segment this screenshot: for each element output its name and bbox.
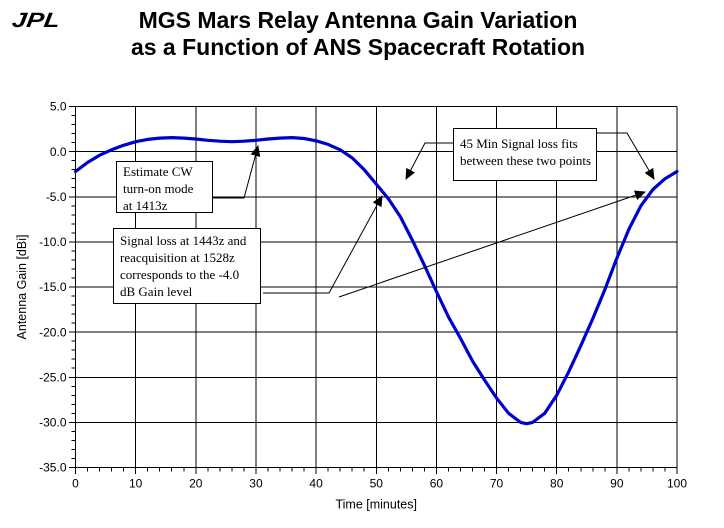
svg-text:0: 0 [72, 477, 79, 491]
svg-text:-20.0: -20.0 [39, 325, 67, 339]
antenna-gain-curve [73, 136, 679, 426]
svg-text:60: 60 [430, 477, 444, 491]
svg-text:0.0: 0.0 [50, 145, 67, 159]
leader-lines [213, 132, 655, 298]
chart-title-line2: as a Function of ANS Spacecraft Rotation [130, 34, 586, 60]
svg-text:70: 70 [490, 477, 504, 491]
y-tick-labels: 5.0 0.0 -5.0 -10.0 -15.0 -20.0 -25.0 -30.0 -35.0 [39, 100, 67, 475]
grid [75, 106, 678, 468]
45-min-signal-loss-leader [597, 132, 655, 180]
svg-text:-10.0: -10.0 [39, 235, 67, 249]
45-min-signal-loss-leader [405, 142, 453, 180]
svg-text:50: 50 [370, 477, 384, 491]
svg-text:-5.0: -5.0 [46, 190, 67, 204]
y-axis-title: Antenna Gain [dBi] [15, 235, 29, 340]
chart-title: MGS Mars Relay Antenna Gain Variation as… [0, 7, 716, 61]
chart-title-line1: MGS Mars Relay Antenna Gain Variation [138, 7, 578, 33]
svg-text:10: 10 [129, 477, 143, 491]
signal-loss-reacquisition-leader [263, 195, 383, 294]
svg-text:90: 90 [610, 477, 624, 491]
svg-text:5.0: 5.0 [50, 100, 67, 114]
svg-text:-25.0: -25.0 [39, 370, 67, 384]
svg-text:80: 80 [550, 477, 564, 491]
signal-loss-reacquisition-leader [338, 190, 646, 298]
svg-text:-30.0: -30.0 [39, 416, 67, 430]
estimate-cw-turn-on-leader [213, 145, 261, 199]
svg-text:20: 20 [189, 477, 203, 491]
axis-ticks [69, 106, 678, 474]
x-tick-labels: 0 10 20 30 40 50 60 70 80 90 100 [72, 477, 687, 491]
svg-text:100: 100 [667, 477, 687, 491]
svg-text:30: 30 [249, 477, 263, 491]
svg-text:-15.0: -15.0 [39, 280, 67, 294]
svg-text:40: 40 [309, 477, 323, 491]
svg-text:-35.0: -35.0 [39, 461, 67, 475]
x-axis-title: Time [minutes] [335, 498, 417, 512]
